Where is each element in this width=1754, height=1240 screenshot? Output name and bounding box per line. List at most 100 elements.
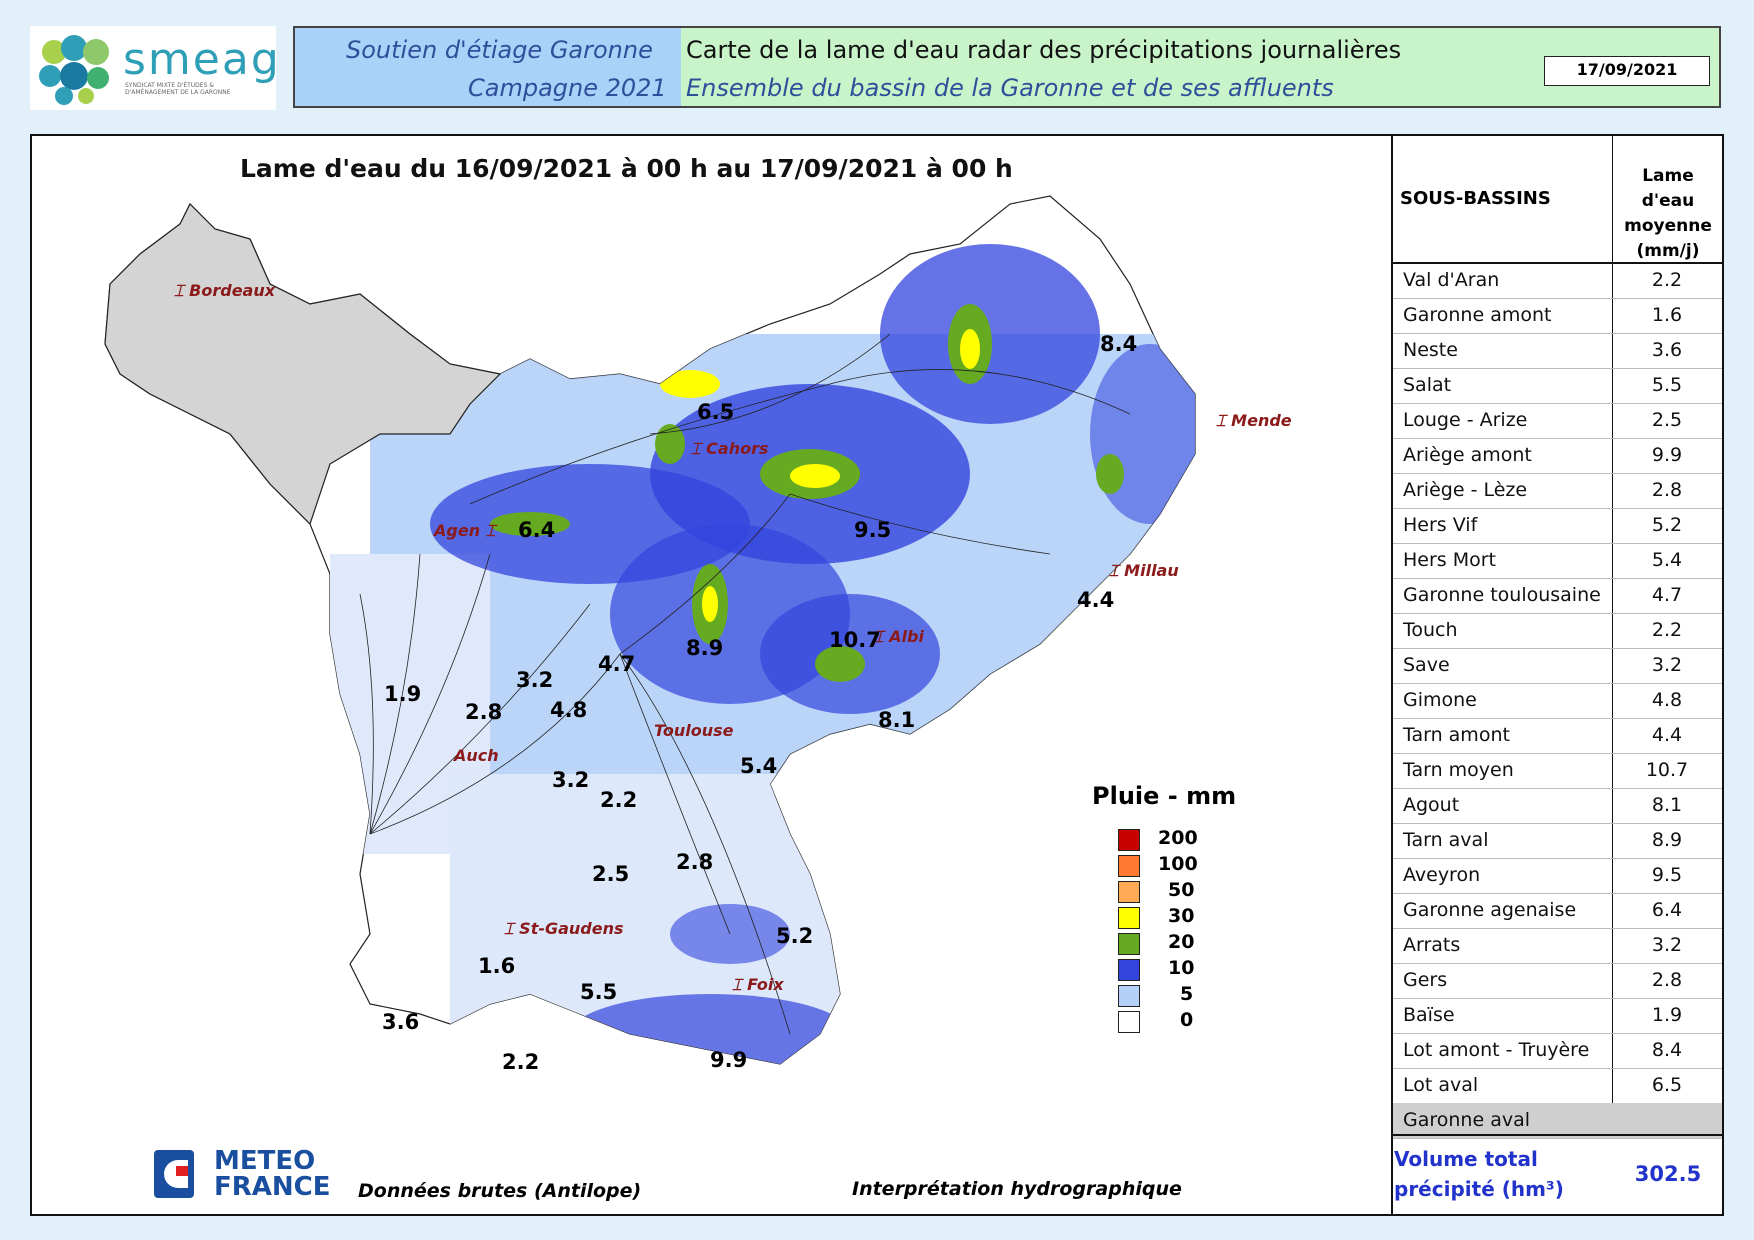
basin-value: 2.5 bbox=[592, 862, 630, 886]
city-label: Albi bbox=[889, 627, 924, 646]
basin-value: 8.4 bbox=[1100, 332, 1138, 356]
table-row: Ariège - Lèze 2.8 bbox=[1393, 473, 1722, 509]
row-name: Baïse bbox=[1403, 1004, 1455, 1026]
table-row: Ariège amont 9.9 bbox=[1393, 438, 1722, 474]
header-program: Soutien d'étiage Garonne bbox=[346, 36, 653, 64]
rainfall-map bbox=[104, 195, 1196, 1065]
table-row: Hers Mort 5.4 bbox=[1393, 543, 1722, 579]
row-value: 3.6 bbox=[1651, 339, 1683, 361]
legend-item: 200 bbox=[1118, 826, 1258, 852]
table-row: Neste 3.6 bbox=[1393, 333, 1722, 369]
basin-value: 10.7 bbox=[829, 628, 881, 652]
header-title: Carte de la lame d'eau radar des précipi… bbox=[686, 36, 1402, 64]
meteo-line: METEO bbox=[214, 1146, 316, 1176]
row-value: 8.4 bbox=[1651, 1039, 1683, 1061]
row-name: Hers Vif bbox=[1403, 514, 1478, 536]
row-name: Tarn moyen bbox=[1403, 759, 1514, 781]
row-name: Lot amont - Truyère bbox=[1403, 1039, 1590, 1061]
row-value: 1.6 bbox=[1651, 304, 1683, 326]
table-row: Gimone 4.8 bbox=[1393, 683, 1722, 719]
table-row: Lot amont - Truyère 8.4 bbox=[1393, 1033, 1722, 1069]
legend-item: 5 bbox=[1118, 982, 1258, 1008]
row-name: Touch bbox=[1403, 619, 1458, 641]
row-value: 2.8 bbox=[1651, 969, 1683, 991]
table-column-separator bbox=[1612, 136, 1613, 1134]
basin-value: 9.9 bbox=[710, 1048, 748, 1072]
table-row: Garonne toulousaine 4.7 bbox=[1393, 578, 1722, 614]
row-name: Garonne aval bbox=[1403, 1109, 1531, 1131]
legend-label: 0 bbox=[1180, 1009, 1194, 1031]
row-name: Salat bbox=[1403, 374, 1452, 396]
city-label: St-Gaudens bbox=[519, 919, 624, 938]
legend-swatch bbox=[1118, 933, 1140, 955]
row-name: Hers Mort bbox=[1403, 549, 1497, 571]
basin-value: 2.8 bbox=[465, 700, 503, 724]
row-value: 1.9 bbox=[1651, 1004, 1683, 1026]
row-name: Garonne agenaise bbox=[1403, 899, 1577, 921]
footer-data-source: Données brutes (Antilope) bbox=[358, 1180, 642, 1202]
table-row: Tarn moyen 10.7 bbox=[1393, 753, 1722, 789]
basin-value: 5.2 bbox=[776, 924, 814, 948]
row-name: Garonne amont bbox=[1403, 304, 1552, 326]
table-row: Tarn aval 8.9 bbox=[1393, 823, 1722, 859]
basin-value: 4.8 bbox=[550, 698, 588, 722]
row-name: Neste bbox=[1403, 339, 1458, 361]
header-line: Lame d'eau bbox=[1641, 166, 1695, 211]
city-label: Auch bbox=[454, 746, 499, 765]
city-mende: ⌶ Mende bbox=[1216, 411, 1292, 430]
map-title: Lame d'eau du 16/09/2021 à 00 h au 17/09… bbox=[240, 154, 1013, 183]
legend-swatch bbox=[1118, 829, 1140, 851]
table-row-garonne-aval: Garonne aval bbox=[1393, 1103, 1722, 1139]
smeag-logo-panel bbox=[30, 26, 276, 110]
basin-value: 8.1 bbox=[878, 708, 916, 732]
basin-value: 2.8 bbox=[676, 850, 714, 874]
legend-label: 20 bbox=[1168, 931, 1195, 953]
legend-item: 10 bbox=[1118, 956, 1258, 982]
row-name: Tarn amont bbox=[1403, 724, 1510, 746]
table-header-subbasins: SOUS-BASSINS bbox=[1400, 188, 1551, 209]
smeag-logo-icon bbox=[39, 35, 109, 105]
row-value: 6.4 bbox=[1651, 899, 1683, 921]
legend-swatch bbox=[1118, 1011, 1140, 1033]
basin-value: 2.2 bbox=[502, 1050, 540, 1074]
city-label: Agen bbox=[434, 521, 481, 540]
basin-value: 2.2 bbox=[600, 788, 638, 812]
legend-swatch bbox=[1118, 855, 1140, 877]
table-row: Hers Vif 5.2 bbox=[1393, 508, 1722, 544]
basin-value: 8.9 bbox=[686, 636, 724, 660]
total-volume-value: 302.5 bbox=[1634, 1162, 1702, 1186]
header-campaign: Campagne 2021 bbox=[468, 74, 667, 102]
city-bordeaux: ⌶ Bordeaux bbox=[174, 281, 276, 300]
legend-swatch bbox=[1118, 959, 1140, 981]
row-name: Aveyron bbox=[1403, 864, 1481, 886]
basin-value: 3.2 bbox=[516, 668, 554, 692]
legend-swatch bbox=[1118, 881, 1140, 903]
total-volume-label: Volume total précipité (hm³) bbox=[1394, 1144, 1564, 1204]
basin-value: 3.6 bbox=[382, 1010, 420, 1034]
header-subtitle: Ensemble du bassin de la Garonne et de s… bbox=[686, 74, 1334, 102]
basin-value: 5.5 bbox=[580, 980, 618, 1004]
table-row: Touch 2.2 bbox=[1393, 613, 1722, 649]
table-row: Tarn amont 4.4 bbox=[1393, 718, 1722, 754]
city-agen: Agen ⌶ bbox=[434, 521, 496, 540]
row-name: Tarn aval bbox=[1403, 829, 1489, 851]
legend-label: 100 bbox=[1158, 853, 1198, 875]
row-value: 8.1 bbox=[1651, 794, 1683, 816]
legend-label: 10 bbox=[1168, 957, 1195, 979]
city-toulouse: Toulouse bbox=[654, 721, 733, 740]
basin-value: 4.7 bbox=[598, 652, 636, 676]
table-row: Baïse 1.9 bbox=[1393, 998, 1722, 1034]
row-name: Arrats bbox=[1403, 934, 1461, 956]
table-header-line bbox=[1393, 262, 1722, 264]
city-albi: ⌶ Albi bbox=[874, 627, 924, 646]
city-label: Millau bbox=[1124, 561, 1179, 580]
legend-swatch bbox=[1118, 907, 1140, 929]
basin-value: 3.2 bbox=[552, 768, 590, 792]
row-name: Val d'Aran bbox=[1403, 269, 1500, 291]
river-network bbox=[359, 333, 1131, 1035]
row-name: Louge - Arize bbox=[1403, 409, 1528, 431]
footer-interpretation: Interprétation hydrographique bbox=[852, 1178, 1182, 1200]
legend-title: Pluie - mm bbox=[1092, 782, 1237, 810]
row-value: 9.9 bbox=[1651, 444, 1683, 466]
table-row: Garonne agenaise 6.4 bbox=[1393, 893, 1722, 929]
